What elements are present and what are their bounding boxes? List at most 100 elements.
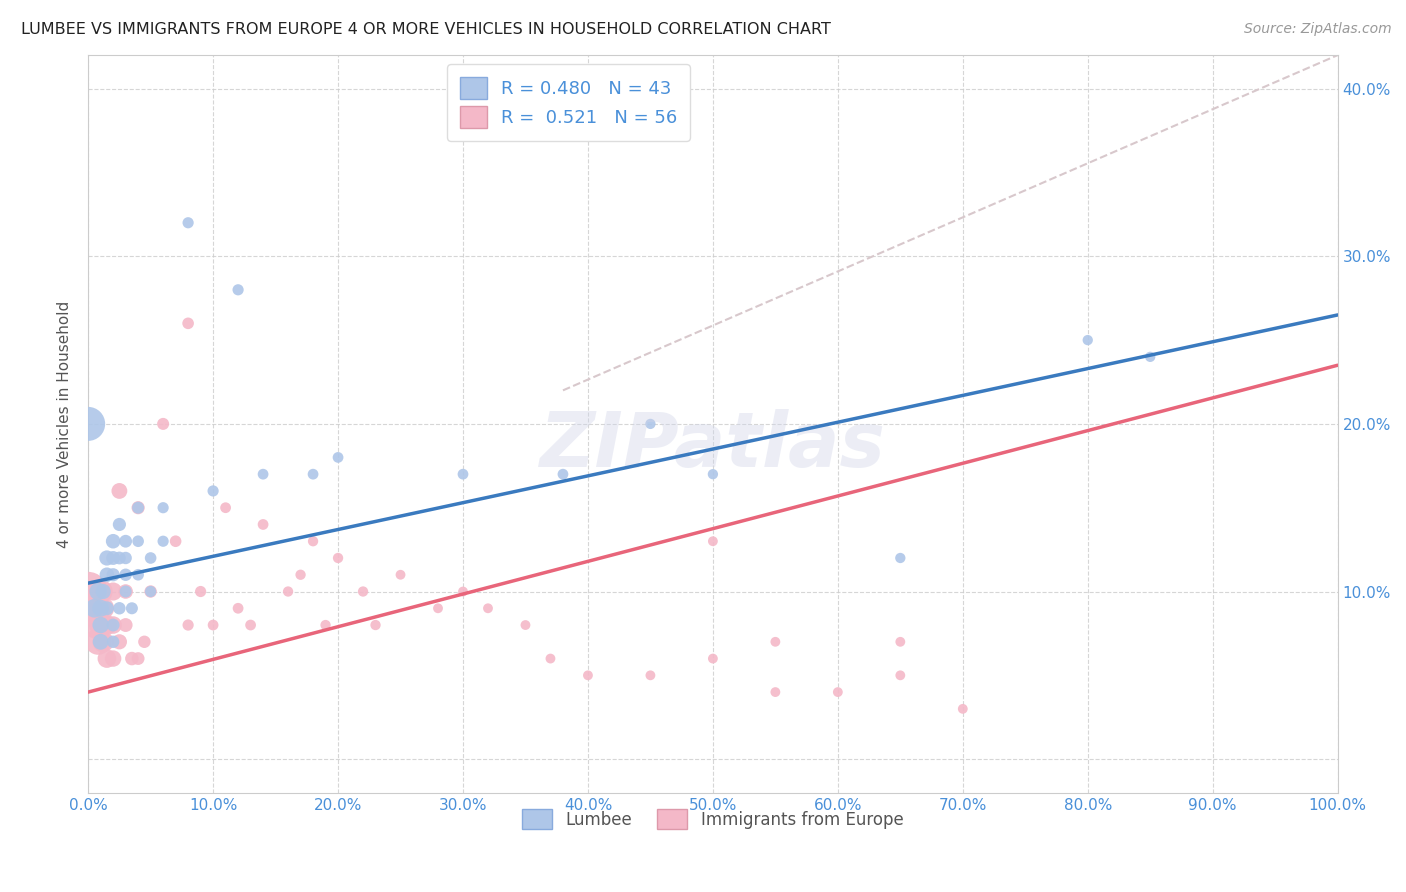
Point — [101, 618, 124, 632]
Legend: Lumbee, Immigrants from Europe: Lumbee, Immigrants from Europe — [516, 802, 910, 836]
Point — [202, 483, 225, 498]
Point — [77, 584, 100, 599]
Point — [252, 467, 274, 482]
Point — [190, 584, 212, 599]
Point — [326, 551, 349, 566]
Text: ZIPatlas: ZIPatlas — [540, 409, 886, 483]
Point — [152, 500, 174, 515]
Point — [91, 601, 114, 615]
Point — [226, 601, 249, 615]
Point — [152, 417, 174, 431]
Point — [889, 551, 911, 566]
Point — [290, 567, 312, 582]
Point — [515, 618, 537, 632]
Point — [108, 601, 131, 615]
Point — [165, 534, 187, 549]
Point — [576, 668, 599, 682]
Point — [127, 500, 149, 515]
Point — [90, 601, 112, 615]
Point — [114, 584, 136, 599]
Point — [114, 618, 136, 632]
Text: LUMBEE VS IMMIGRANTS FROM EUROPE 4 OR MORE VEHICLES IN HOUSEHOLD CORRELATION CHA: LUMBEE VS IMMIGRANTS FROM EUROPE 4 OR MO… — [21, 22, 831, 37]
Point — [90, 618, 112, 632]
Point — [451, 467, 474, 482]
Point — [96, 567, 118, 582]
Point — [302, 467, 325, 482]
Point — [139, 584, 162, 599]
Point — [91, 584, 114, 599]
Point — [90, 584, 112, 599]
Y-axis label: 4 or more Vehicles in Household: 4 or more Vehicles in Household — [58, 301, 72, 548]
Point — [702, 467, 724, 482]
Point — [364, 618, 387, 632]
Point — [87, 584, 110, 599]
Point — [427, 601, 450, 615]
Point — [101, 651, 124, 665]
Point — [214, 500, 236, 515]
Point — [326, 450, 349, 465]
Point — [315, 618, 337, 632]
Point — [477, 601, 499, 615]
Point — [152, 534, 174, 549]
Point — [540, 651, 562, 665]
Point — [90, 635, 112, 649]
Point — [177, 216, 200, 230]
Point — [389, 567, 412, 582]
Point — [277, 584, 299, 599]
Point — [83, 601, 105, 615]
Point — [134, 635, 156, 649]
Point — [139, 551, 162, 566]
Point — [127, 567, 149, 582]
Point — [889, 635, 911, 649]
Point — [96, 551, 118, 566]
Point — [108, 635, 131, 649]
Point — [763, 635, 786, 649]
Point — [127, 651, 149, 665]
Point — [889, 668, 911, 682]
Point — [114, 551, 136, 566]
Point — [101, 534, 124, 549]
Point — [108, 551, 131, 566]
Point — [114, 584, 136, 599]
Point — [139, 584, 162, 599]
Point — [101, 567, 124, 582]
Point — [127, 534, 149, 549]
Point — [86, 618, 108, 632]
Point — [827, 685, 849, 699]
Point — [763, 685, 786, 699]
Point — [302, 534, 325, 549]
Point — [90, 618, 112, 632]
Point — [177, 316, 200, 330]
Point — [101, 551, 124, 566]
Point — [702, 651, 724, 665]
Point — [121, 651, 143, 665]
Point — [83, 601, 105, 615]
Point — [114, 534, 136, 549]
Text: Source: ZipAtlas.com: Source: ZipAtlas.com — [1244, 22, 1392, 37]
Point — [114, 567, 136, 582]
Point — [96, 651, 118, 665]
Point — [127, 500, 149, 515]
Point — [101, 584, 124, 599]
Point — [79, 601, 101, 615]
Point — [96, 601, 118, 615]
Point — [202, 618, 225, 632]
Point — [451, 584, 474, 599]
Point — [702, 534, 724, 549]
Point — [108, 517, 131, 532]
Point — [101, 635, 124, 649]
Point — [239, 618, 262, 632]
Point — [640, 668, 662, 682]
Point — [108, 483, 131, 498]
Point — [1139, 350, 1161, 364]
Point — [77, 417, 100, 431]
Point — [640, 417, 662, 431]
Point — [226, 283, 249, 297]
Point — [91, 635, 114, 649]
Point — [952, 702, 974, 716]
Point — [1077, 333, 1099, 347]
Point — [101, 618, 124, 632]
Point — [121, 601, 143, 615]
Point — [177, 618, 200, 632]
Point — [551, 467, 574, 482]
